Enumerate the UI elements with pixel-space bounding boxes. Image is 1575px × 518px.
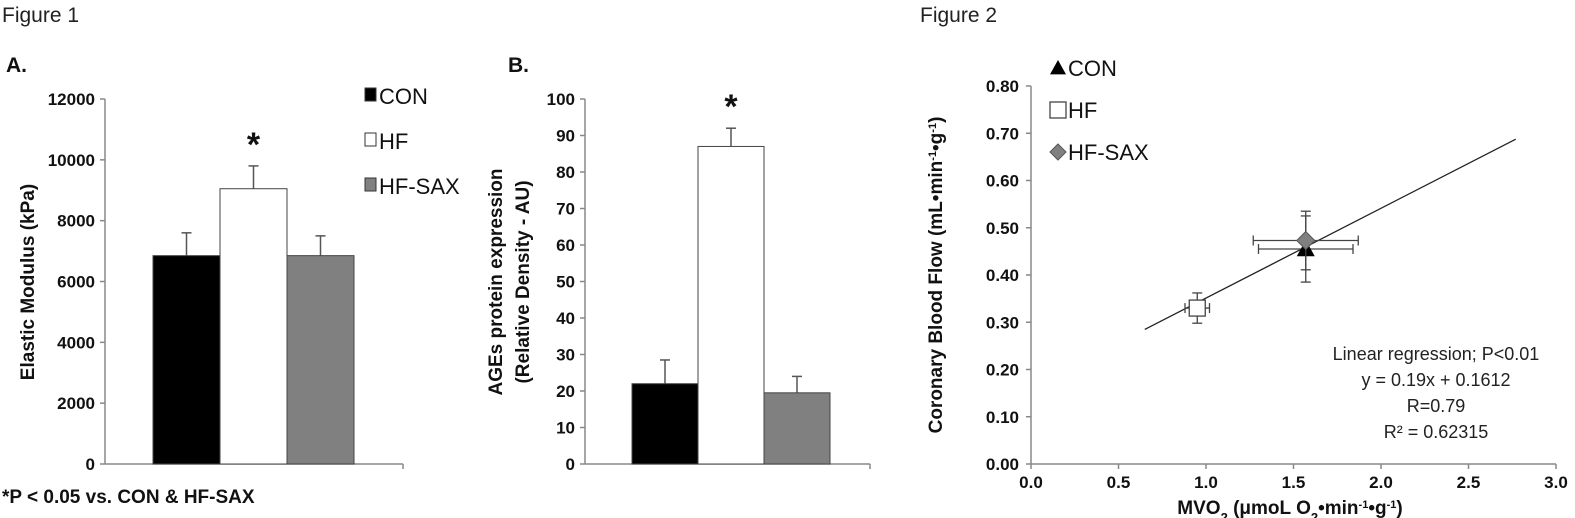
bar-con <box>152 255 221 465</box>
label-part: Coronary Blood Flow (mL•min <box>926 161 947 434</box>
y-tick-label: 0.60 <box>986 172 1019 191</box>
y-tick-label: 0.30 <box>986 313 1019 332</box>
regression-annotation: y = 0.19x + 0.1612 <box>1361 370 1510 390</box>
marker-square <box>1049 101 1067 119</box>
subscript: 2 <box>1221 510 1228 518</box>
legend-label: HF-SAX <box>379 174 460 199</box>
bar-hf <box>697 145 765 465</box>
panel-a-label: A. <box>6 54 27 77</box>
superscript: -1 <box>1387 499 1397 511</box>
superscript: -1 <box>927 151 939 161</box>
y-tick-label: 8000 <box>57 212 95 231</box>
regression-annotation: R² = 0.62315 <box>1384 422 1489 442</box>
chart-c: 0.00 0.10 0.20 0.30 0.40 0.50 0.60 0.70 0.80 0.0 0… <box>926 56 1568 518</box>
regression-annotation: R=0.79 <box>1407 396 1466 416</box>
label-part: ) <box>1396 498 1402 518</box>
y-tick-label: 6000 <box>57 273 95 292</box>
y-tick-label: 2000 <box>57 394 95 413</box>
y-tick-label: 0.70 <box>986 124 1019 143</box>
marker-diamond <box>1296 230 1316 251</box>
y-tick-label: 70 <box>556 200 575 219</box>
label-part: MVO <box>1177 498 1220 518</box>
legend-swatch-hf <box>364 132 377 147</box>
label-part: (μmoL O <box>1228 498 1311 518</box>
x-tick-label: 1.0 <box>1194 473 1218 492</box>
legend-label: CON <box>379 84 428 109</box>
y-tick-label: 0.20 <box>986 361 1019 380</box>
figure2-title: Figure 2 <box>920 4 997 27</box>
y-tick-label: 0.50 <box>986 219 1019 238</box>
y-tick-label: 0 <box>566 455 575 474</box>
y-tick-label: 30 <box>556 346 575 365</box>
label-part: •min <box>1318 498 1358 518</box>
y-tick-label: 90 <box>556 127 575 146</box>
chart-b: 0 10 20 30 40 50 60 70 80 90 100 * AGEs protein expr… <box>486 88 871 474</box>
y-tick-label: 0.10 <box>986 408 1019 427</box>
x-tick-label: 0.5 <box>1107 473 1131 492</box>
footnote: *P < 0.05 vs. CON & HF-SAX <box>2 487 255 508</box>
marker-triangle <box>1050 60 1066 75</box>
legend-label: HF <box>379 129 408 154</box>
y-tick-label: 20 <box>556 382 575 401</box>
y-axis-label: Elastic Modulus (kPa) <box>18 184 39 380</box>
legend-label: HF-SAX <box>1068 140 1149 165</box>
y-tick-label: 60 <box>556 236 575 255</box>
y-tick-label: 10 <box>556 419 575 438</box>
bar-hf <box>219 188 288 465</box>
y-tick-label: 0.80 <box>986 77 1019 96</box>
y-tick-label: 80 <box>556 163 575 182</box>
y-axis-label-line2: (Relative Density - AU) <box>513 180 534 383</box>
significance-star: * <box>247 126 261 164</box>
marker-square <box>1188 299 1206 317</box>
label-part: ) <box>926 117 947 123</box>
x-tick-label: 2.5 <box>1457 473 1481 492</box>
y-axis-label-line1: AGEs protein expression <box>486 168 507 395</box>
y-tick-label: 0 <box>86 455 95 474</box>
significance-star: * <box>724 88 738 126</box>
y-tick-label: 4000 <box>57 333 95 352</box>
y-tick-label: 50 <box>556 273 575 292</box>
trendline <box>1144 138 1517 331</box>
data-point-hf <box>1184 292 1211 324</box>
y-tick-label: 12000 <box>48 90 95 109</box>
figure1-title: Figure 1 <box>2 4 79 27</box>
bar-con <box>631 383 699 465</box>
label-part: •g <box>1368 498 1386 518</box>
x-tick-label: 2.0 <box>1369 473 1393 492</box>
legend-label: HF <box>1068 98 1097 123</box>
bar-hf-sax <box>763 392 831 465</box>
y-tick-label: 10000 <box>48 151 95 170</box>
superscript: -1 <box>927 123 939 133</box>
legend-swatch-hf-sax <box>364 177 377 192</box>
y-tick-label: 40 <box>556 309 575 328</box>
label-part: •g <box>926 133 947 151</box>
subscript: 2 <box>1311 510 1318 518</box>
panel-b-label: B. <box>508 54 529 77</box>
superscript: -1 <box>1359 499 1369 511</box>
regression-annotation: Linear regression; P<0.01 <box>1333 344 1540 364</box>
y-tick-label: 0.00 <box>986 455 1019 474</box>
legend-label: CON <box>1068 56 1117 81</box>
legend-swatch-con <box>364 87 377 102</box>
y-tick-label: 100 <box>547 90 575 109</box>
marker-diamond <box>1049 143 1067 161</box>
chart-a: 0 2000 4000 6000 8000 10000 12000 * Elastic Modu… <box>18 84 460 474</box>
x-axis-label: MVO2 (μmoL O2•min-1•g-1) <box>1177 498 1402 518</box>
x-tick-label: 3.0 <box>1544 473 1568 492</box>
data-point-hf-sax <box>1252 210 1359 271</box>
bar-hf-sax <box>286 255 355 465</box>
y-axis-label: Coronary Blood Flow (mL•min-1•g-1) <box>926 117 947 434</box>
x-tick-label: 1.5 <box>1282 473 1306 492</box>
y-tick-label: 0.40 <box>986 266 1019 285</box>
x-tick-label: 0.0 <box>1019 473 1043 492</box>
